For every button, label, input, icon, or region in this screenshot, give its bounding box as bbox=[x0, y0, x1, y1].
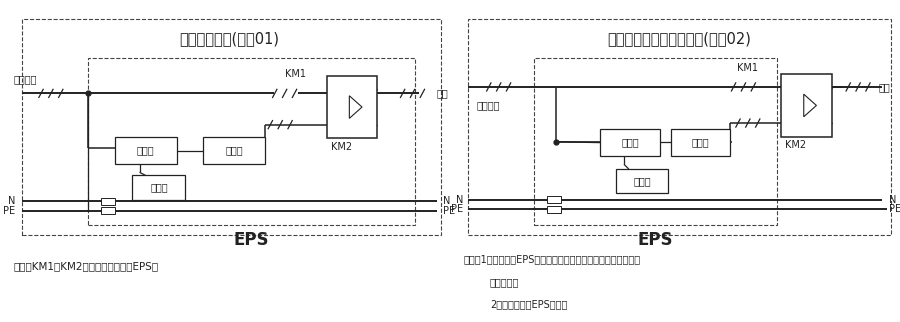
Text: N: N bbox=[889, 194, 896, 205]
Bar bbox=[115, 137, 176, 164]
Text: PE: PE bbox=[889, 204, 900, 214]
Polygon shape bbox=[349, 96, 362, 118]
Text: 单电源原理图(编号01): 单电源原理图(编号01) bbox=[179, 31, 280, 46]
Bar bbox=[22, 19, 441, 235]
Text: EPS: EPS bbox=[637, 231, 673, 249]
Text: N: N bbox=[456, 194, 464, 205]
Text: 电池组: 电池组 bbox=[150, 183, 167, 193]
Bar bbox=[547, 206, 561, 213]
Bar bbox=[616, 169, 669, 193]
Bar bbox=[327, 76, 377, 138]
Bar bbox=[547, 196, 561, 203]
Bar bbox=[132, 175, 185, 200]
Text: N: N bbox=[8, 196, 15, 206]
Bar bbox=[468, 19, 891, 235]
Text: 说明：KM1、KM2为电气机械互锁在EPS内: 说明：KM1、KM2为电气机械互锁在EPS内 bbox=[14, 261, 158, 271]
Text: EPS: EPS bbox=[234, 231, 269, 249]
Bar bbox=[101, 198, 115, 205]
Text: KM1: KM1 bbox=[737, 62, 759, 73]
Text: KM2: KM2 bbox=[331, 141, 352, 152]
Text: 逆变器: 逆变器 bbox=[225, 146, 243, 156]
Text: PE: PE bbox=[4, 206, 15, 216]
Bar bbox=[781, 74, 832, 137]
Text: N: N bbox=[444, 196, 451, 206]
Text: 充电器: 充电器 bbox=[621, 137, 639, 147]
Text: 电池组: 电池组 bbox=[634, 176, 651, 186]
Text: KM1: KM1 bbox=[285, 69, 306, 79]
Text: 做第二回路双回路原理图(编号02): 做第二回路双回路原理图(编号02) bbox=[608, 31, 751, 46]
Text: 说明：1、此种情况EPS的逆变器在关机状态在无市电时立即开机: 说明：1、此种情况EPS的逆变器在关机状态在无市电时立即开机 bbox=[464, 254, 641, 264]
Bar bbox=[203, 137, 265, 164]
Polygon shape bbox=[804, 94, 816, 117]
Text: 充电器: 充电器 bbox=[137, 146, 155, 156]
Bar bbox=[101, 207, 115, 214]
Bar bbox=[88, 58, 415, 225]
Text: PE: PE bbox=[444, 206, 455, 216]
Text: 输出: 输出 bbox=[436, 88, 448, 99]
Text: 逆变输出。: 逆变输出。 bbox=[490, 277, 519, 287]
Text: 输出: 输出 bbox=[878, 82, 890, 92]
Text: 三相输入: 三相输入 bbox=[14, 74, 37, 84]
Bar bbox=[534, 58, 777, 225]
Text: 2、互投装置在EPS之外。: 2、互投装置在EPS之外。 bbox=[490, 299, 567, 309]
Bar bbox=[670, 129, 730, 156]
Text: PE: PE bbox=[451, 204, 464, 214]
Text: 三相输入: 三相输入 bbox=[477, 100, 500, 110]
Text: KM2: KM2 bbox=[786, 140, 806, 150]
Bar bbox=[600, 129, 660, 156]
Text: 逆变器: 逆变器 bbox=[691, 137, 709, 147]
